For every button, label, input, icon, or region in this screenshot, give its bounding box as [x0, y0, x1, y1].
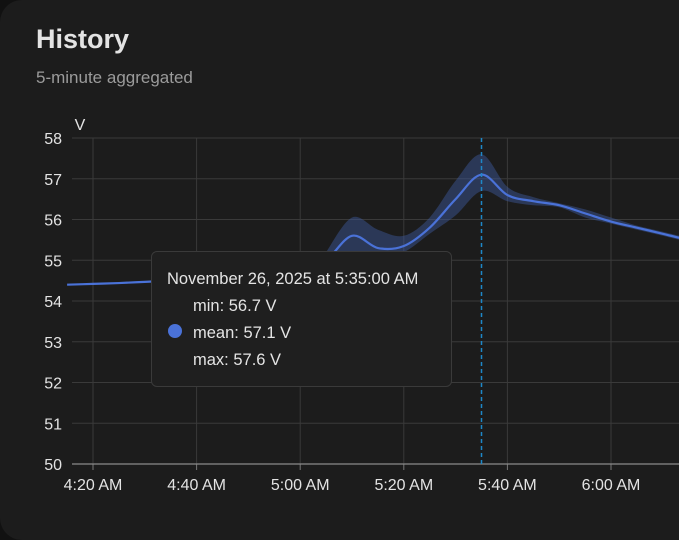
y-tick-label: 52 — [44, 376, 62, 393]
x-tick-label: 4:40 AM — [167, 477, 226, 494]
x-tick-label: 5:20 AM — [374, 477, 433, 494]
y-tick-label: 55 — [44, 253, 62, 270]
series-color-dot — [168, 324, 182, 338]
x-tick-label: 6:00 AM — [582, 477, 641, 494]
tooltip-min: min: 56.7 V — [193, 297, 277, 315]
y-tick-label: 56 — [44, 213, 62, 230]
y-tick-label: 53 — [44, 335, 62, 352]
tooltip-date: November 26, 2025 at 5:35:00 AM — [167, 270, 419, 288]
card-subtitle: 5-minute aggregated — [36, 68, 193, 87]
tooltip-mean: mean: 57.1 V — [193, 324, 292, 342]
x-tick-label: 5:00 AM — [271, 477, 330, 494]
y-tick-label: 50 — [44, 457, 62, 474]
y-tick-label: 51 — [44, 416, 62, 433]
y-tick-label: 58 — [44, 131, 62, 148]
card-title: History — [36, 24, 130, 54]
y-tick-label: 54 — [44, 294, 62, 311]
y-axis: 58 57 56 55 54 53 52 51 50 V — [44, 117, 85, 474]
y-axis-unit: V — [75, 117, 86, 134]
y-tick-label: 57 — [44, 172, 62, 189]
x-tick-label: 4:20 AM — [64, 477, 123, 494]
x-axis: 4:20 AM 4:40 AM 5:00 AM 5:20 AM 5:40 AM 6:00 … — [64, 463, 679, 494]
chart-tooltip: November 26, 2025 at 5:35:00 AM min: 56.… — [151, 251, 452, 387]
x-tick-label: 5:40 AM — [478, 477, 537, 494]
tooltip-max: max: 57.6 V — [193, 351, 282, 369]
